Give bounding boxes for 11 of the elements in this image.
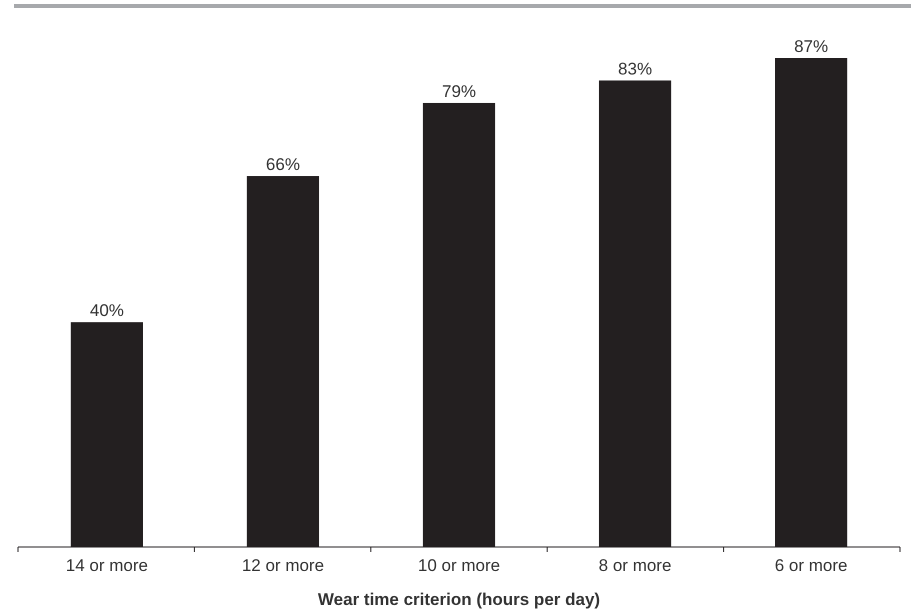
data-label: 79% <box>442 82 476 101</box>
x-axis-title: Wear time criterion (hours per day) <box>318 590 600 609</box>
data-label: 66% <box>266 155 300 174</box>
x-tick-label: 12 or more <box>242 556 324 575</box>
x-tick-label: 10 or more <box>418 556 500 575</box>
data-label: 83% <box>618 59 652 78</box>
x-tick-label: 6 or more <box>774 556 848 575</box>
x-tick-label: 14 or more <box>66 556 148 575</box>
data-label: 40% <box>90 301 124 320</box>
data-label: 87% <box>794 37 828 56</box>
x-tick-label: 8 or more <box>598 556 672 575</box>
